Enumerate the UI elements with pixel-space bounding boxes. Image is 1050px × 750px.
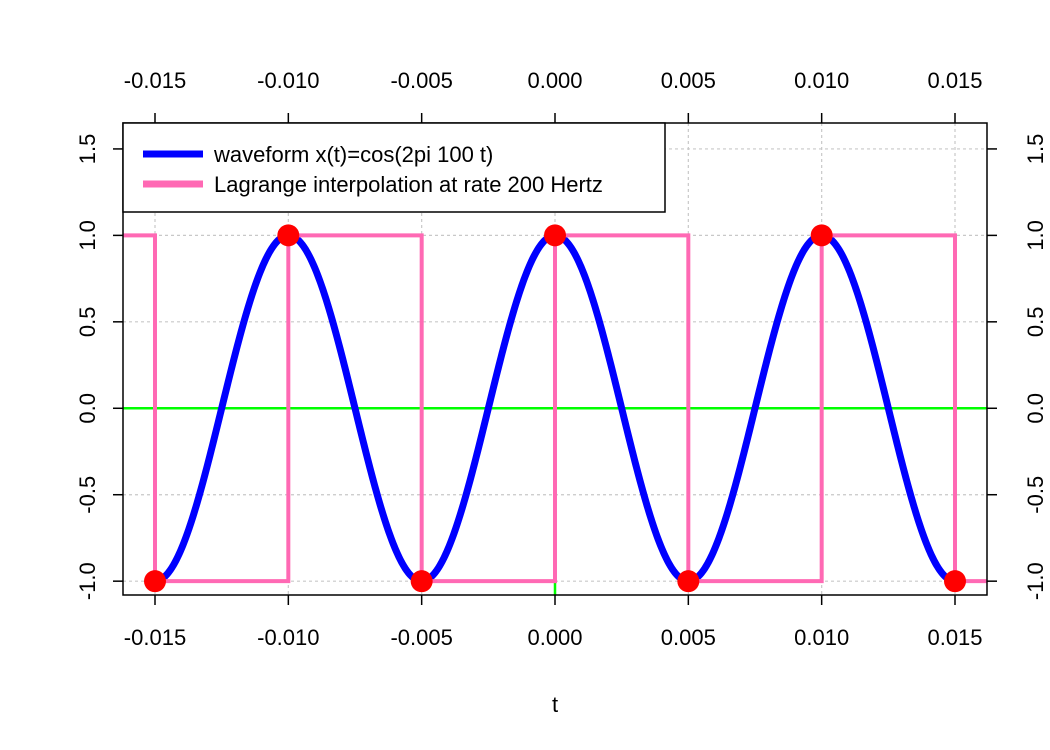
y-tick-label-left: 0.5: [75, 307, 100, 338]
sample-point: [677, 570, 700, 593]
x-tick-label-bottom: -0.010: [257, 625, 319, 650]
x-tick-label-bottom: 0.005: [661, 625, 716, 650]
y-tick-label-right: 1.5: [1023, 134, 1048, 165]
y-tick-label-left: 1.5: [75, 134, 100, 165]
y-tick-label-left: -0.5: [75, 476, 100, 514]
y-tick-label-left: 1.0: [75, 220, 100, 251]
x-tick-label-top: -0.015: [124, 68, 186, 93]
x-tick-label-top: 0.015: [927, 68, 982, 93]
y-tick-label-right: -1.0: [1023, 562, 1048, 600]
y-tick-label-right: 0.0: [1023, 393, 1048, 424]
legend-box: [122, 122, 666, 213]
sample-point: [544, 224, 566, 247]
y-tick-label-right: -0.5: [1023, 476, 1048, 514]
x-tick-label-top: 0.000: [527, 68, 582, 93]
sample-point: [144, 570, 166, 593]
x-tick-label-bottom: -0.005: [390, 625, 452, 650]
x-tick-label-top: 0.005: [661, 68, 716, 93]
legend: waveform x(t)=cos(2pi 100 t) Lagrange in…: [122, 122, 666, 213]
sample-point: [810, 224, 833, 247]
series-interpolation-line: [123, 233, 987, 584]
sample-points: [144, 224, 966, 593]
x-tick-label-top: -0.010: [257, 68, 319, 93]
x-tick-label-bottom: 0.015: [927, 625, 982, 650]
x-tick-label-bottom: 0.010: [794, 625, 849, 650]
sample-point: [277, 224, 300, 247]
legend-label-interpolation: Lagrange interpolation at rate 200 Hertz: [214, 172, 603, 197]
y-tick-label-right: 0.5: [1023, 307, 1048, 338]
x-axis-title: t: [552, 692, 558, 717]
x-tick-label-top: -0.005: [390, 68, 452, 93]
x-tick-label-bottom: -0.015: [124, 625, 186, 650]
legend-label-waveform: waveform x(t)=cos(2pi 100 t): [213, 142, 493, 167]
axis-ticks: -0.015-0.015-0.010-0.010-0.005-0.0050.00…: [75, 68, 1048, 650]
y-tick-label-left: 0.0: [75, 393, 100, 424]
y-tick-label-left: -1.0: [75, 562, 100, 600]
sample-point: [410, 570, 433, 593]
sample-point: [944, 570, 966, 593]
x-tick-label-bottom: 0.000: [527, 625, 582, 650]
x-tick-label-top: 0.010: [794, 68, 849, 93]
y-tick-label-right: 1.0: [1023, 220, 1048, 251]
